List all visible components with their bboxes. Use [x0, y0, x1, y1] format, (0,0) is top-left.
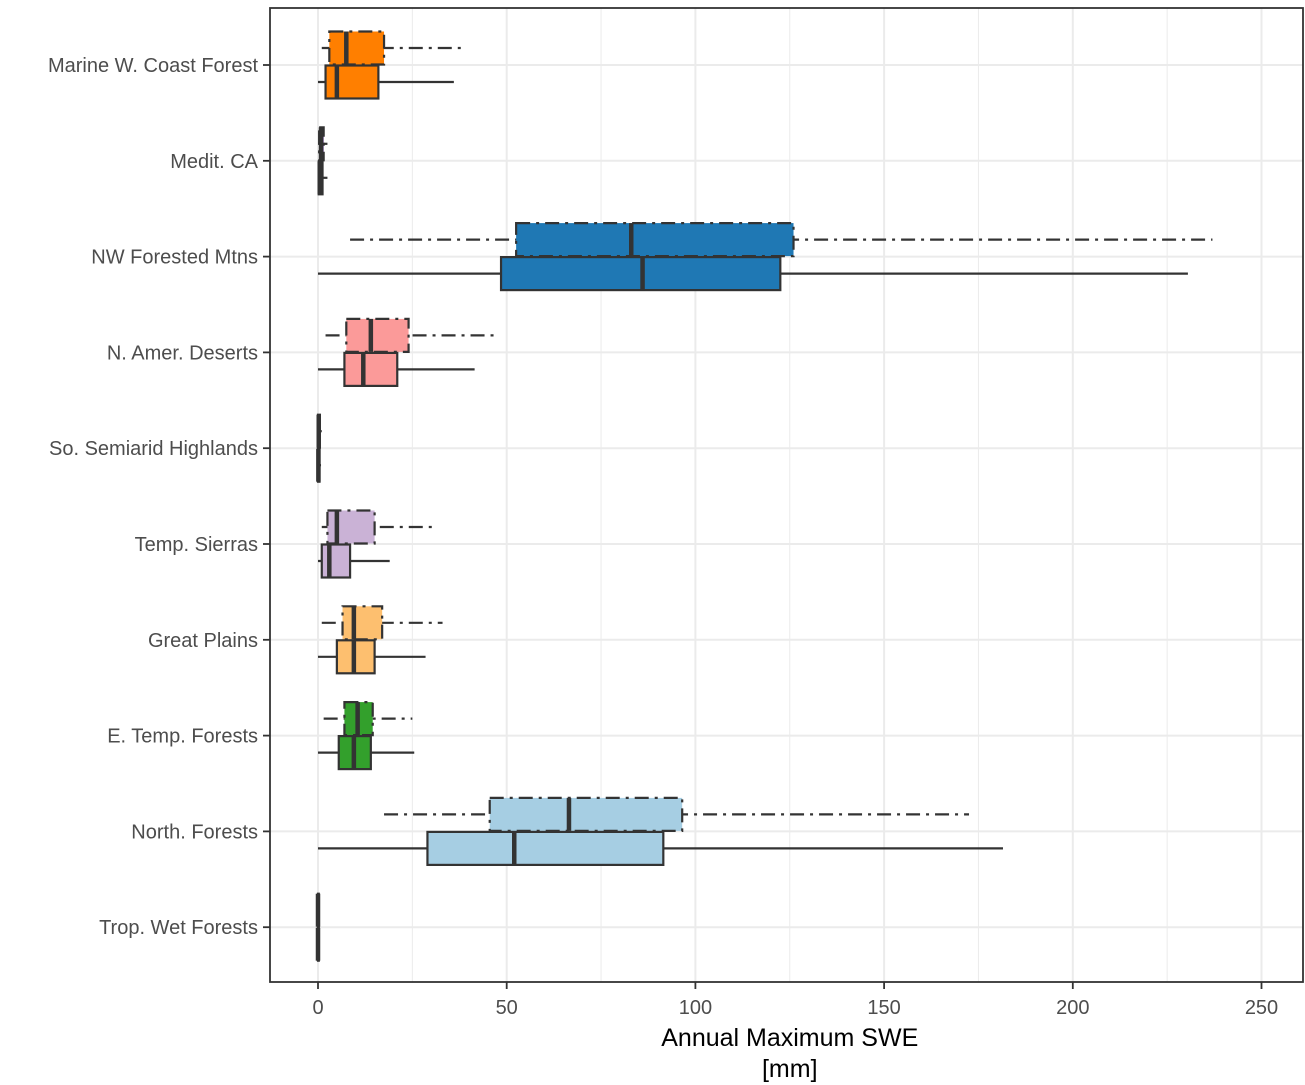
x-axis-unit: [mm] — [762, 1055, 818, 1083]
box-8-solid — [318, 830, 1003, 867]
box-0-dashdot — [321, 30, 464, 66]
x-tick-label: 100 — [679, 997, 712, 1019]
x-axis-title: Annual Maximum SWE — [661, 1024, 918, 1052]
box-7-solid — [318, 734, 415, 771]
x-tick-label: 200 — [1056, 997, 1089, 1019]
y-tick-label: E. Temp. Forests — [107, 726, 258, 748]
box-4-solid — [316, 447, 322, 483]
y-tick-label: North. Forests — [131, 821, 258, 843]
box-layer — [315, 30, 1213, 962]
box — [426, 830, 665, 867]
axis-layer: 0 50 100 150 200 250 Marine W. Coast Forest Med… — [48, 55, 1278, 1019]
box — [341, 605, 384, 641]
box-6-dashdot — [321, 605, 443, 641]
x-tick-label: 50 — [496, 997, 518, 1019]
y-tick-label: N. Amer. Deserts — [107, 342, 258, 364]
y-tick-label: Trop. Wet Forests — [99, 917, 258, 939]
box-9-dashdot — [315, 892, 321, 928]
box — [326, 509, 376, 545]
box-8-dashdot — [384, 796, 970, 833]
y-tick-label: Marine W. Coast Forest — [48, 55, 259, 77]
box-7-dashdot — [323, 700, 413, 737]
box-0-solid — [318, 64, 454, 100]
x-tick-label: 250 — [1245, 997, 1278, 1019]
box — [324, 64, 380, 100]
box-6-solid — [318, 639, 426, 675]
plot-panel-border — [269, 7, 1304, 983]
box — [320, 543, 352, 579]
y-tick-label: Temp. Sierras — [135, 534, 258, 556]
box-9-solid — [315, 926, 321, 962]
y-tick-label: Medit. CA — [170, 151, 258, 173]
box-1-solid — [317, 160, 328, 196]
y-tick-label: Great Plains — [148, 630, 258, 652]
box-5-dashdot — [321, 509, 437, 545]
y-tick-label: So. Semiarid Highlands — [49, 438, 258, 460]
box — [343, 351, 399, 387]
panel-background — [270, 8, 1303, 982]
box — [345, 317, 410, 353]
y-tick-label: NW Forested Mtns — [91, 247, 258, 269]
box-2-dashdot — [350, 222, 1213, 258]
box-3-solid — [318, 351, 475, 387]
box — [515, 222, 795, 258]
box-2-solid — [318, 256, 1188, 292]
box — [328, 30, 386, 66]
box-5-solid — [318, 543, 390, 579]
x-tick-label: 150 — [867, 997, 900, 1019]
grid-layer — [270, 8, 1303, 982]
box — [488, 796, 684, 833]
x-tick-label: 0 — [312, 997, 323, 1019]
